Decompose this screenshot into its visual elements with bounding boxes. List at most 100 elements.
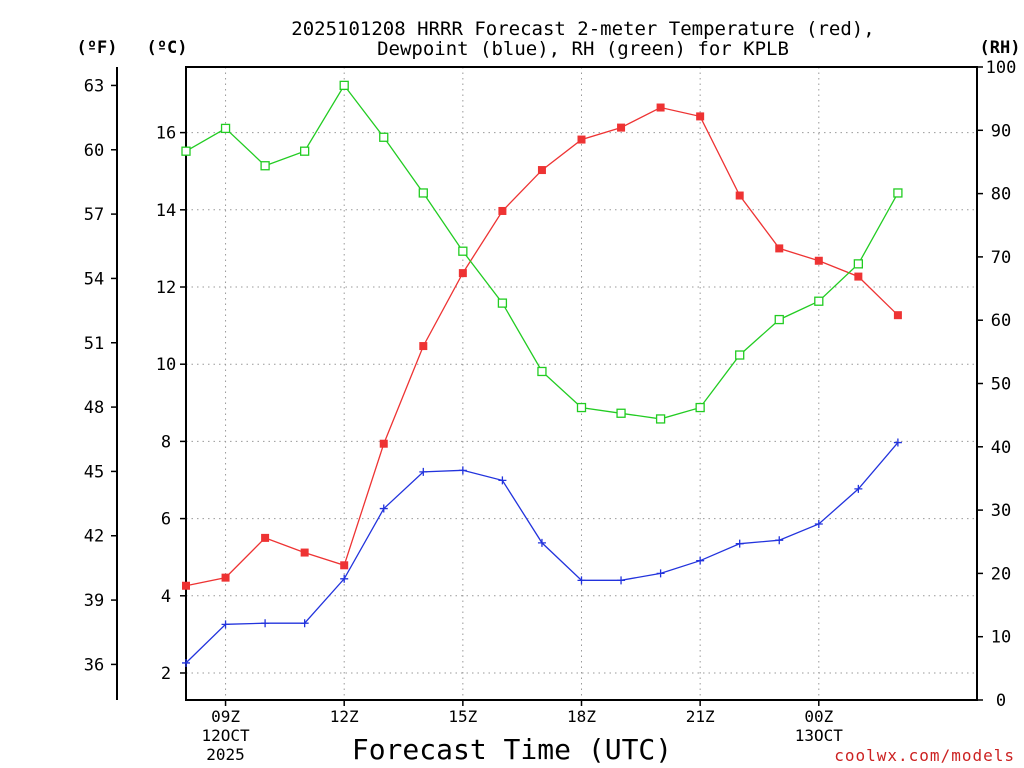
rh-point [260,161,270,171]
dewpoint-point [617,576,626,585]
axes [111,66,983,706]
rh-point [695,402,705,413]
x-axis-label: Forecast Time (UTC) [352,733,672,766]
celsius-tick-label: 2 [161,664,171,684]
dewpoint-point [498,476,507,485]
x-tick-label: 12OCT [201,726,250,745]
celsius-tick-label: 10 [156,355,176,375]
fahrenheit-tick-label: 51 [84,334,104,354]
temperature-point [498,206,507,215]
fahrenheit-tick-label: 54 [84,269,104,289]
temperature-point [854,272,863,281]
celsius-tick-label: 4 [161,587,171,607]
temperature-point [617,123,626,132]
data-series [181,80,903,667]
x-tick-label: 12Z [330,707,359,726]
celsius-unit-label: (ºC) [147,38,188,58]
fahrenheit-unit-label: (ºF) [77,38,118,58]
celsius-tick-label: 12 [156,278,176,298]
dewpoint-point [854,484,863,493]
temperature-point [893,311,902,320]
rh-point [655,414,666,424]
dewpoint-point [656,569,665,578]
x-tick-label: 2025 [206,745,245,764]
temperature-point [261,533,270,542]
temperature-point [419,342,428,351]
celsius-tick-label: 14 [156,201,176,221]
dewpoint-point [814,519,823,528]
rh-point [537,366,547,377]
dewpoint-point [340,574,349,583]
temperature-point [577,135,586,144]
x-tick-label: 00Z [804,707,833,726]
temperature-point [735,191,744,200]
series-temperature [182,103,902,590]
tick-labels: 36 39 42 45 48 51 54 57 60 63 2 4 6 8 10 12 14 16 0 10 20 30 4… [84,58,1017,764]
celsius-tick-label: 8 [161,432,171,452]
rh-tick-label: 70 [991,248,1011,268]
x-tick-label: 18Z [567,707,596,726]
credit-text: coolwx.com/models [834,746,1015,765]
temperature-point [379,439,388,448]
temperature-line [185,106,899,587]
x-tick-label: 21Z [686,707,715,726]
x-tick-label: 09Z [211,707,240,726]
dewpoint-point [419,467,428,476]
chart-title-line2: Dewpoint (blue), RH (green) for KPLB [377,38,789,60]
dewpoint-point [182,658,190,667]
fahrenheit-tick-label: 60 [84,141,104,161]
rh-tick-label: 30 [991,501,1011,521]
rh-point [893,188,903,198]
rh-point [735,350,745,360]
temperature-point [537,166,546,175]
fahrenheit-tick-label: 48 [84,398,104,418]
temperature-point [656,103,665,112]
rh-tick-label: 20 [991,564,1011,584]
celsius-tick-label: 6 [161,510,171,530]
series-dewpoint [182,438,902,667]
dewpoint-point [458,466,467,475]
rh-point [220,123,231,134]
temperature-point [814,256,823,265]
dewpoint-point [300,619,309,628]
rh-point [339,80,349,91]
grid-lines [186,67,977,700]
dewpoint-point [696,556,705,565]
fahrenheit-tick-label: 42 [84,527,104,547]
temperature-point [458,269,467,278]
rh-tick-label: 60 [991,311,1011,331]
temperature-point [775,244,784,253]
celsius-tick-label: 16 [156,124,176,144]
rh-point [379,132,389,142]
rh-point [497,298,508,308]
temperature-point [340,561,349,570]
rh-tick-label: 80 [991,185,1011,205]
temperature-point [300,548,309,557]
dewpoint-line [185,442,899,664]
rh-point [616,408,626,418]
rh-point [576,402,587,413]
dewpoint-point [775,536,784,545]
temperature-point [221,573,230,582]
x-tick-label: 15Z [448,707,477,726]
rh-tick-label: 0 [996,691,1006,711]
rh-point [181,146,191,156]
series-rh [181,80,903,424]
rh-point [458,246,468,256]
fahrenheit-tick-label: 45 [84,462,104,482]
temperature-point [696,112,705,121]
fahrenheit-tick-label: 36 [84,655,104,675]
fahrenheit-tick-label: 63 [84,76,104,96]
dewpoint-point [221,620,230,629]
rh-point [418,188,428,198]
rh-point [299,146,310,156]
rh-tick-label: 90 [991,121,1011,141]
rh-point [774,314,784,325]
dewpoint-point [537,538,546,547]
rh-unit-label: (RH) [980,38,1021,58]
rh-tick-label: 100 [986,58,1017,78]
rh-tick-label: 40 [991,438,1011,458]
fahrenheit-tick-label: 57 [84,205,104,225]
dewpoint-point [577,576,586,585]
